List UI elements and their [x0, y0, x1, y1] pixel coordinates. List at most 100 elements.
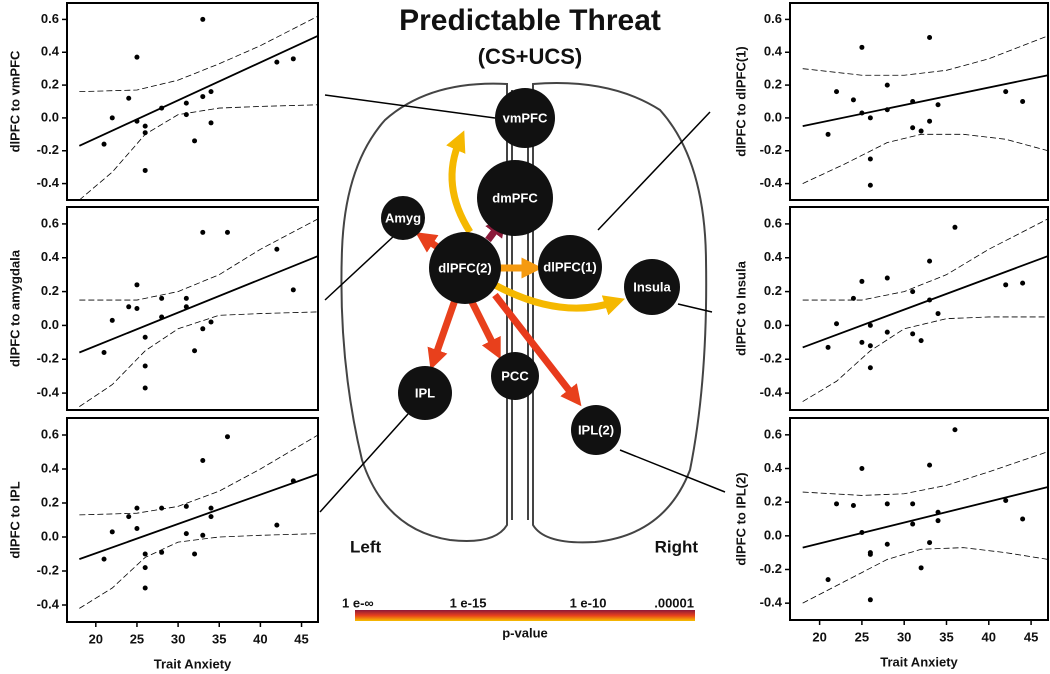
x-tick-label: 35 — [212, 631, 226, 646]
confidence-band — [79, 104, 319, 201]
colorbar-tick: 1 e-10 — [570, 595, 607, 610]
regression-line — [79, 255, 319, 354]
point — [1020, 99, 1026, 104]
x-tick-label: 20 — [812, 629, 826, 644]
point — [910, 125, 916, 131]
x-tick-label: 35 — [939, 629, 953, 644]
point — [134, 306, 140, 311]
y-tick-label: -0.4 — [37, 175, 60, 190]
point — [101, 556, 107, 562]
point — [834, 89, 840, 95]
x-tick-label: 30 — [171, 631, 185, 646]
y-axis-label: dlPFC to IPL — [7, 481, 22, 558]
plot-frame — [789, 206, 1049, 411]
colorbar-tick: .00001 — [654, 595, 694, 610]
point — [884, 82, 890, 88]
y-tick-label: 0.2 — [41, 283, 59, 298]
point — [884, 329, 890, 335]
y-axis-label: dlPFC to vmPFC — [7, 50, 22, 152]
regression-line — [802, 486, 1049, 549]
title: Predictable Threat — [399, 4, 661, 37]
subtitle: (CS+UCS) — [478, 44, 583, 69]
point — [952, 427, 958, 433]
point — [142, 167, 148, 173]
point — [200, 229, 206, 235]
point — [159, 549, 165, 555]
point — [208, 505, 214, 511]
node-label: Insula — [633, 279, 671, 294]
point — [159, 105, 165, 111]
point — [290, 478, 296, 484]
y-tick-label: 0.6 — [764, 426, 782, 441]
point — [859, 339, 865, 345]
point — [910, 289, 916, 295]
point — [867, 597, 873, 603]
point — [859, 278, 865, 284]
x-tick-label: 20 — [89, 631, 103, 646]
x-tick-label: 45 — [1024, 629, 1038, 644]
point — [134, 282, 140, 288]
point — [927, 118, 933, 124]
y-tick-label: -0.4 — [760, 595, 783, 610]
hemisphere-label: Right — [655, 537, 699, 556]
point — [927, 462, 933, 468]
point — [850, 295, 856, 301]
point — [126, 304, 132, 310]
y-tick-label: -0.2 — [760, 351, 782, 366]
y-tick-label: -0.4 — [37, 596, 60, 611]
confidence-band — [802, 218, 1049, 301]
point — [142, 551, 148, 557]
y-tick-label: 0.2 — [764, 283, 782, 298]
point — [918, 128, 924, 134]
point — [208, 89, 214, 95]
node-label: IPL — [415, 385, 435, 400]
point — [183, 100, 189, 106]
x-tick-label: 25 — [130, 631, 144, 646]
x-tick-label: 45 — [294, 631, 308, 646]
point — [1003, 89, 1009, 95]
regression-line — [79, 473, 319, 560]
point — [867, 322, 873, 328]
regression-line — [802, 255, 1049, 349]
confidence-band — [802, 451, 1049, 496]
y-axis-label: dlPFC to Insula — [733, 260, 748, 355]
node-label: Amyg — [385, 210, 421, 225]
y-tick-label: 0.2 — [764, 77, 782, 92]
plot-frame — [66, 417, 319, 623]
point — [183, 531, 189, 537]
point — [142, 130, 148, 136]
point — [134, 54, 140, 60]
point — [109, 317, 115, 323]
confidence-band — [79, 533, 319, 609]
point — [825, 344, 831, 350]
confidence-band — [79, 15, 319, 93]
point — [183, 112, 189, 118]
point — [867, 182, 873, 188]
y-tick-label: -0.2 — [37, 142, 59, 157]
y-tick-label: 0.2 — [41, 494, 59, 509]
x-tick-label: 40 — [253, 631, 267, 646]
point — [126, 514, 132, 520]
hemisphere-label: Left — [350, 537, 382, 556]
point — [192, 138, 198, 144]
point — [274, 59, 280, 65]
confidence-band — [802, 133, 1049, 184]
point — [159, 505, 165, 511]
y-tick-label: -0.4 — [37, 385, 60, 400]
point — [1020, 516, 1026, 522]
point — [935, 311, 941, 317]
confidence-band — [802, 316, 1048, 402]
y-tick-label: 0.0 — [41, 109, 59, 124]
y-tick-label: 0.4 — [764, 249, 783, 264]
y-tick-label: 0.4 — [41, 44, 60, 59]
point — [142, 585, 148, 591]
point — [274, 522, 280, 528]
x-tick-label: 40 — [982, 629, 996, 644]
y-tick-label: 0.4 — [41, 249, 60, 264]
point — [910, 501, 916, 507]
point — [884, 107, 890, 113]
point — [918, 565, 924, 571]
point — [935, 509, 941, 515]
point — [224, 434, 230, 440]
y-axis-label: dlPFC to amygdala — [7, 249, 22, 367]
